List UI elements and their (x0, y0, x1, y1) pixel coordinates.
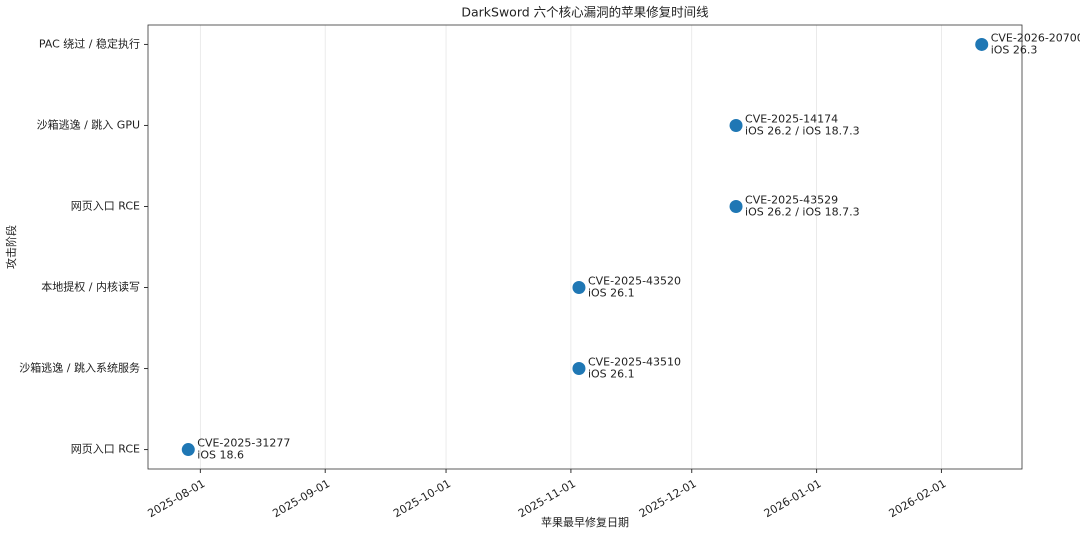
point (572, 281, 586, 295)
point (572, 362, 586, 376)
y-tick-label: 沙箱逃逸 / 跳入系统服务 (19, 361, 140, 375)
point-annotation: iOS 26.3 (991, 43, 1038, 56)
point (729, 118, 743, 132)
x-axis-label: 苹果最早修复日期 (541, 515, 629, 529)
point-annotation: CVE-2025-43529 (745, 193, 838, 206)
y-axis-label: 攻击阶段 (4, 225, 18, 269)
chart-title: DarkSword 六个核心漏洞的苹果修复时间线 (461, 5, 709, 20)
point-annotation: CVE-2025-43520 (588, 275, 681, 288)
point-annotation: CVE-2025-31277 (197, 437, 290, 450)
y-tick-label: 网页入口 RCE (71, 443, 140, 456)
point (975, 37, 989, 51)
point-annotation: CVE-2025-14174 (745, 112, 838, 125)
y-tick-label: 网页入口 RCE (71, 199, 140, 212)
point-annotation: iOS 26.2 / iOS 18.7.3 (745, 205, 860, 218)
plot-frame (147, 24, 1023, 470)
point-annotation: iOS 18.6 (197, 449, 244, 462)
point-annotation: CVE-2026-20700 (991, 31, 1080, 44)
y-tick-label: PAC 绕过 / 稳定执行 (39, 36, 140, 50)
y-tick-label: 沙箱逃逸 / 跳入 GPU (37, 117, 140, 131)
point-annotation: iOS 26.1 (588, 287, 635, 300)
point (729, 199, 743, 213)
point (181, 443, 195, 457)
point-annotation: iOS 26.2 / iOS 18.7.3 (745, 124, 860, 137)
point-annotation: iOS 26.1 (588, 368, 635, 381)
point-annotation: CVE-2025-43510 (588, 356, 681, 369)
y-tick-label: 本地提权 / 内核读写 (41, 280, 140, 294)
